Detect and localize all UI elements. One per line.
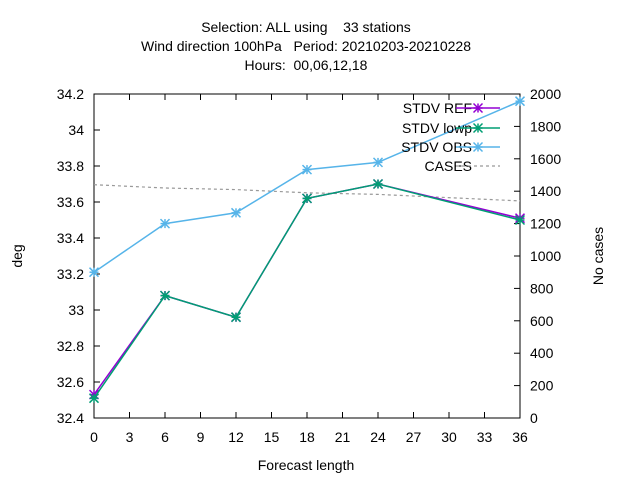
y2-tick-label: 800 — [530, 280, 554, 296]
y2-tick-label: 1400 — [530, 183, 561, 199]
legend-marker-stroke — [472, 141, 484, 153]
x-tick-label: 30 — [441, 429, 457, 445]
y-tick-label: 33 — [68, 302, 84, 318]
data-point — [514, 214, 526, 226]
data-point — [372, 157, 384, 168]
y2-tick-label: 1200 — [530, 216, 561, 232]
data-point-stroke — [301, 164, 313, 175]
legend-label: CASES — [425, 158, 472, 174]
x-tick-label: 9 — [197, 429, 205, 445]
legend-marker-stroke — [472, 122, 484, 134]
y2-tick-label: 1800 — [530, 118, 561, 134]
series-layer — [88, 96, 526, 404]
x-tick-label: 36 — [512, 429, 528, 445]
series-line-cases — [93, 184, 521, 202]
series-line-stdv-ref — [93, 183, 521, 396]
x-tick-label: 33 — [477, 429, 493, 445]
y-tick-label: 34 — [68, 122, 84, 138]
y2-tick-label: 0 — [530, 410, 538, 426]
y-tick-label: 33.2 — [57, 266, 84, 282]
x-tick-label: 0 — [90, 429, 98, 445]
y2-tick-label: 200 — [530, 378, 554, 394]
title-line-2: Wind direction 100hPa Period: 20210203-2… — [141, 38, 471, 54]
y-tick-label: 33.4 — [57, 230, 84, 246]
data-point — [159, 290, 171, 301]
legend: STDV REF STDV lowp STDV OBS CASES — [401, 100, 500, 174]
legend-label: STDV REF — [403, 100, 472, 116]
y-tick-label: 32.4 — [57, 410, 84, 426]
data-point — [301, 193, 313, 204]
legend-label: STDV OBS — [401, 139, 472, 155]
y2-tick-label: 1600 — [530, 151, 561, 167]
data-point-stroke — [88, 393, 100, 404]
x-tick-label: 18 — [299, 429, 315, 445]
x-tick-label: 15 — [264, 429, 280, 445]
data-point — [301, 164, 313, 175]
data-point-stroke — [372, 178, 384, 190]
data-point — [230, 207, 242, 218]
data-point — [514, 96, 526, 107]
y2-tick-label: 400 — [530, 345, 554, 361]
data-point-stroke — [301, 193, 313, 204]
x-tick-label: 12 — [228, 429, 244, 445]
x-tick-label: 6 — [161, 429, 169, 445]
legend-marker — [472, 102, 484, 114]
data-point-stroke — [88, 267, 100, 278]
legend-marker-stroke — [472, 102, 484, 114]
data-point-stroke — [514, 214, 526, 226]
x-tick-label: 27 — [406, 429, 422, 445]
x-tick-label: 24 — [370, 429, 386, 445]
y2-axis-label: No cases — [590, 227, 606, 285]
data-point-stroke — [372, 157, 384, 168]
data-point — [88, 393, 100, 404]
y2-tick-label: 1000 — [530, 248, 561, 264]
title-line-3: Hours: 00,06,12,18 — [245, 57, 368, 73]
data-point-stroke — [514, 96, 526, 107]
data-point-stroke — [230, 312, 242, 323]
y-tick-label: 32.6 — [57, 374, 84, 390]
data-point — [230, 312, 242, 323]
x-axis-label: Forecast length — [258, 457, 355, 473]
data-point — [159, 218, 171, 229]
x-tick-label: 3 — [126, 429, 134, 445]
data-point-stroke — [159, 218, 171, 229]
y-tick-label: 33.8 — [57, 158, 84, 174]
legend-marker — [472, 141, 484, 153]
legend-label: STDV lowp — [402, 120, 472, 136]
y-tick-label: 34.2 — [57, 86, 84, 102]
data-point — [88, 267, 100, 278]
y2-tick-label: 600 — [530, 313, 554, 329]
series-line-stdv-obs — [93, 100, 521, 273]
data-point — [372, 178, 384, 190]
y-tick-label: 33.6 — [57, 194, 84, 210]
y-tick-label: 32.8 — [57, 338, 84, 354]
title-line-1: Selection: ALL using 33 stations — [201, 19, 411, 35]
y2-tick-label: 2000 — [530, 86, 561, 102]
data-point-stroke — [230, 207, 242, 218]
series-line-stdv-lowp — [93, 183, 521, 399]
data-point-stroke — [159, 290, 171, 301]
y-axis-label: deg — [9, 244, 25, 267]
chart-title: Selection: ALL using 33 stations Wind di… — [141, 19, 471, 73]
x-tick-label: 21 — [335, 429, 351, 445]
legend-marker — [472, 122, 484, 134]
axis-ticks: 0 3 6 9 12 15 18 21 24 27 30 33 3632.432.632.83333.2… — [57, 86, 562, 445]
